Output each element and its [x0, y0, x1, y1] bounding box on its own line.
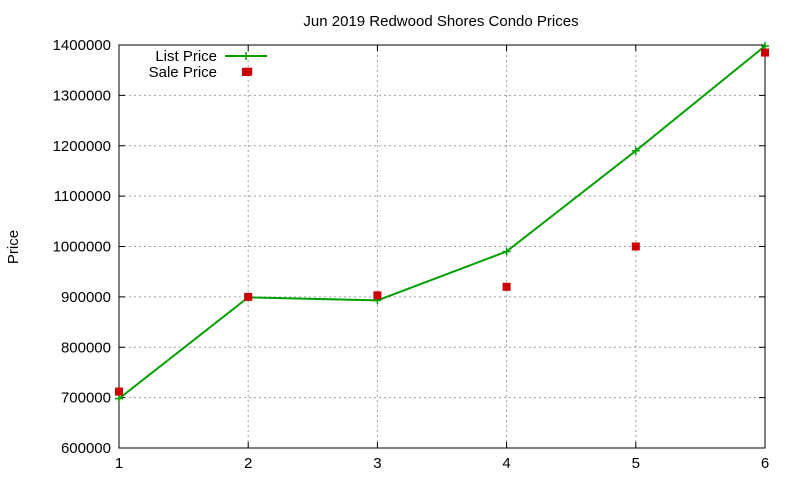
- y-tick-label: 800000: [61, 339, 111, 356]
- x-tick-label: 1: [115, 455, 123, 472]
- y-tick-label: 1300000: [53, 87, 111, 104]
- list-price-point: [631, 146, 640, 155]
- sale-price-point: [761, 48, 769, 57]
- x-tick-label: 6: [761, 455, 769, 472]
- list-price-line: [118, 45, 766, 400]
- y-tick-label: 1200000: [53, 138, 111, 155]
- y-axis-label: Price: [5, 230, 22, 264]
- legend-label: Sale Price: [149, 64, 217, 81]
- sale-price-point: [244, 292, 253, 301]
- sale-price-point: [502, 282, 511, 291]
- series-layer: [115, 42, 769, 403]
- y-tick-label: 700000: [61, 390, 111, 407]
- y-tick-label: 600000: [61, 440, 111, 457]
- plot-frame: [118, 44, 766, 449]
- list-price-point: [115, 394, 123, 403]
- axis-ticks: 1 2 3 4 5 6 600000 700000 800000 900000 1000000 110…: [53, 37, 770, 472]
- grid-lines: [119, 45, 765, 448]
- x-tick-label: 2: [244, 455, 252, 472]
- legend-square-marker: [242, 68, 250, 76]
- sale-price-point: [373, 291, 382, 300]
- legend-label: List Price: [155, 48, 217, 65]
- chart-title: Jun 2019 Redwood Shores Condo Prices: [303, 13, 578, 30]
- y-tick-label: 1000000: [53, 239, 111, 256]
- list-price-point: [502, 247, 511, 256]
- sale-price-point: [115, 387, 123, 396]
- y-tick-label: 900000: [61, 289, 111, 306]
- x-tick-label: 5: [632, 455, 640, 472]
- y-tick-label: 1100000: [54, 188, 111, 205]
- x-tick-label: 4: [502, 455, 510, 472]
- sale-price-point: [631, 242, 640, 251]
- y-tick-label: 1400000: [53, 37, 111, 54]
- x-tick-label: 3: [373, 455, 381, 472]
